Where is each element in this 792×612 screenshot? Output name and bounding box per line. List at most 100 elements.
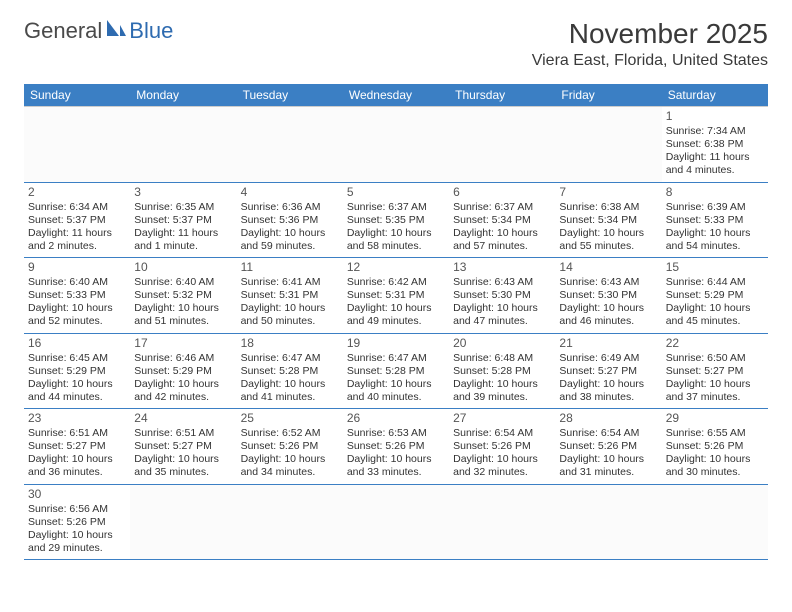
day-cell: 20Sunrise: 6:48 AMSunset: 5:28 PMDayligh…: [449, 334, 555, 409]
day-number: 13: [453, 260, 551, 275]
daylight-text: Daylight: 10 hours and 41 minutes.: [241, 378, 339, 404]
day-cell: 11Sunrise: 6:41 AMSunset: 5:31 PMDayligh…: [237, 258, 343, 333]
day-number: 24: [134, 411, 232, 426]
day-cell: 16Sunrise: 6:45 AMSunset: 5:29 PMDayligh…: [24, 334, 130, 409]
day-cell: 18Sunrise: 6:47 AMSunset: 5:28 PMDayligh…: [237, 334, 343, 409]
day-cell: 6Sunrise: 6:37 AMSunset: 5:34 PMDaylight…: [449, 183, 555, 258]
sunrise-text: Sunrise: 6:52 AM: [241, 427, 339, 440]
daylight-text: Daylight: 10 hours and 30 minutes.: [666, 453, 764, 479]
sunrise-text: Sunrise: 6:40 AM: [134, 276, 232, 289]
sunset-text: Sunset: 5:31 PM: [241, 289, 339, 302]
daylight-text: Daylight: 10 hours and 47 minutes.: [453, 302, 551, 328]
day-cell: 22Sunrise: 6:50 AMSunset: 5:27 PMDayligh…: [662, 334, 768, 409]
week-row: 16Sunrise: 6:45 AMSunset: 5:29 PMDayligh…: [24, 334, 768, 410]
day-cell: 1Sunrise: 7:34 AMSunset: 6:38 PMDaylight…: [662, 107, 768, 182]
day-cell: 13Sunrise: 6:43 AMSunset: 5:30 PMDayligh…: [449, 258, 555, 333]
day-number: 15: [666, 260, 764, 275]
day-header: Friday: [555, 84, 661, 106]
day-cell: 15Sunrise: 6:44 AMSunset: 5:29 PMDayligh…: [662, 258, 768, 333]
day-header: Sunday: [24, 84, 130, 106]
title-block: November 2025 Viera East, Florida, Unite…: [532, 18, 768, 70]
daylight-text: Daylight: 10 hours and 35 minutes.: [134, 453, 232, 479]
day-number: 1: [666, 109, 764, 124]
sunrise-text: Sunrise: 6:55 AM: [666, 427, 764, 440]
day-header: Tuesday: [237, 84, 343, 106]
empty-cell: [555, 107, 661, 182]
location-text: Viera East, Florida, United States: [532, 52, 768, 70]
empty-cell: [449, 107, 555, 182]
sunset-text: Sunset: 5:29 PM: [666, 289, 764, 302]
week-row: 2Sunrise: 6:34 AMSunset: 5:37 PMDaylight…: [24, 183, 768, 259]
sunrise-text: Sunrise: 6:47 AM: [347, 352, 445, 365]
sunrise-text: Sunrise: 6:40 AM: [28, 276, 126, 289]
day-cell: 3Sunrise: 6:35 AMSunset: 5:37 PMDaylight…: [130, 183, 236, 258]
sunset-text: Sunset: 5:26 PM: [28, 516, 126, 529]
sunset-text: Sunset: 5:26 PM: [453, 440, 551, 453]
logo-text-2: Blue: [129, 18, 173, 44]
day-number: 22: [666, 336, 764, 351]
day-cell: 26Sunrise: 6:53 AMSunset: 5:26 PMDayligh…: [343, 409, 449, 484]
sunset-text: Sunset: 5:28 PM: [347, 365, 445, 378]
daylight-text: Daylight: 10 hours and 58 minutes.: [347, 227, 445, 253]
sunset-text: Sunset: 5:27 PM: [559, 365, 657, 378]
empty-cell: [343, 485, 449, 560]
sunset-text: Sunset: 5:27 PM: [666, 365, 764, 378]
daylight-text: Daylight: 10 hours and 59 minutes.: [241, 227, 339, 253]
header: General Blue November 2025 Viera East, F…: [0, 0, 792, 76]
day-cell: 28Sunrise: 6:54 AMSunset: 5:26 PMDayligh…: [555, 409, 661, 484]
empty-cell: [662, 485, 768, 560]
empty-cell: [237, 107, 343, 182]
sunrise-text: Sunrise: 7:34 AM: [666, 125, 764, 138]
daylight-text: Daylight: 10 hours and 44 minutes.: [28, 378, 126, 404]
empty-cell: [343, 107, 449, 182]
daylight-text: Daylight: 10 hours and 36 minutes.: [28, 453, 126, 479]
month-title: November 2025: [532, 18, 768, 50]
empty-cell: [130, 485, 236, 560]
daylight-text: Daylight: 10 hours and 57 minutes.: [453, 227, 551, 253]
day-number: 20: [453, 336, 551, 351]
sunrise-text: Sunrise: 6:43 AM: [453, 276, 551, 289]
day-number: 18: [241, 336, 339, 351]
sunrise-text: Sunrise: 6:51 AM: [134, 427, 232, 440]
day-header-row: SundayMondayTuesdayWednesdayThursdayFrid…: [24, 84, 768, 106]
day-cell: 8Sunrise: 6:39 AMSunset: 5:33 PMDaylight…: [662, 183, 768, 258]
sunset-text: Sunset: 5:26 PM: [347, 440, 445, 453]
day-cell: 2Sunrise: 6:34 AMSunset: 5:37 PMDaylight…: [24, 183, 130, 258]
day-number: 17: [134, 336, 232, 351]
sunset-text: Sunset: 5:28 PM: [241, 365, 339, 378]
sunrise-text: Sunrise: 6:37 AM: [347, 201, 445, 214]
daylight-text: Daylight: 10 hours and 50 minutes.: [241, 302, 339, 328]
sunrise-text: Sunrise: 6:41 AM: [241, 276, 339, 289]
empty-cell: [555, 485, 661, 560]
day-number: 26: [347, 411, 445, 426]
daylight-text: Daylight: 10 hours and 37 minutes.: [666, 378, 764, 404]
day-number: 11: [241, 260, 339, 275]
daylight-text: Daylight: 10 hours and 51 minutes.: [134, 302, 232, 328]
calendar: SundayMondayTuesdayWednesdayThursdayFrid…: [24, 84, 768, 560]
daylight-text: Daylight: 10 hours and 38 minutes.: [559, 378, 657, 404]
sunset-text: Sunset: 5:26 PM: [666, 440, 764, 453]
logo-text-1: General: [24, 18, 102, 44]
day-number: 8: [666, 185, 764, 200]
sunset-text: Sunset: 5:36 PM: [241, 214, 339, 227]
day-number: 21: [559, 336, 657, 351]
empty-cell: [24, 107, 130, 182]
sunset-text: Sunset: 5:37 PM: [28, 214, 126, 227]
week-row: 23Sunrise: 6:51 AMSunset: 5:27 PMDayligh…: [24, 409, 768, 485]
daylight-text: Daylight: 10 hours and 42 minutes.: [134, 378, 232, 404]
sunset-text: Sunset: 5:29 PM: [134, 365, 232, 378]
daylight-text: Daylight: 10 hours and 29 minutes.: [28, 529, 126, 555]
day-number: 19: [347, 336, 445, 351]
logo: General Blue: [24, 18, 173, 44]
sunset-text: Sunset: 5:33 PM: [28, 289, 126, 302]
sunset-text: Sunset: 5:30 PM: [453, 289, 551, 302]
sunrise-text: Sunrise: 6:35 AM: [134, 201, 232, 214]
sunset-text: Sunset: 5:30 PM: [559, 289, 657, 302]
sunrise-text: Sunrise: 6:54 AM: [453, 427, 551, 440]
day-cell: 10Sunrise: 6:40 AMSunset: 5:32 PMDayligh…: [130, 258, 236, 333]
sunset-text: Sunset: 5:37 PM: [134, 214, 232, 227]
day-cell: 30Sunrise: 6:56 AMSunset: 5:26 PMDayligh…: [24, 485, 130, 560]
sunrise-text: Sunrise: 6:56 AM: [28, 503, 126, 516]
day-number: 5: [347, 185, 445, 200]
daylight-text: Daylight: 11 hours and 2 minutes.: [28, 227, 126, 253]
